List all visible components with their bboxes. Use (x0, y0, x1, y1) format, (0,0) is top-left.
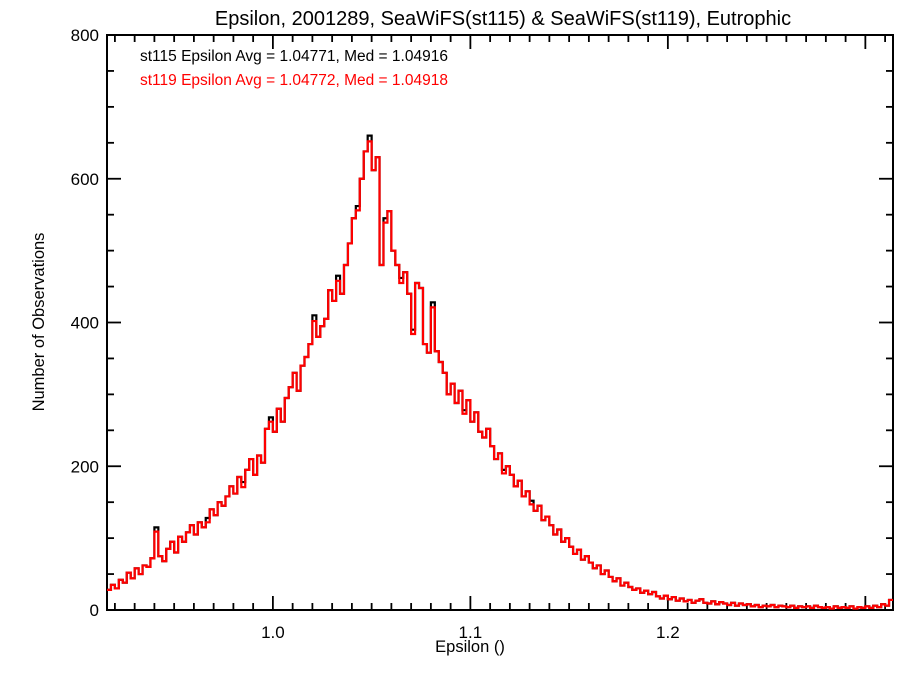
plot-frame (106, 34, 894, 611)
x-tick-label-1.1: 1.1 (459, 623, 483, 642)
chart-title: Epsilon, 2001289, SeaWiFS(st115) & SeaWi… (215, 8, 791, 30)
x-tick-label-1.0: 1.0 (261, 623, 285, 642)
y-tick-label-800: 800 (71, 26, 99, 45)
x-tick-label-1.2: 1.2 (656, 623, 680, 642)
y-tick-label-0: 0 (90, 601, 99, 620)
axis-ticks (107, 35, 893, 610)
y-tick-label-400: 400 (71, 314, 99, 333)
x-axis-label: Epsilon () (435, 638, 505, 656)
histogram-line-st119 (107, 140, 893, 610)
legend-st119-stats: st119 Epsilon Avg = 1.04772, Med = 1.049… (140, 72, 448, 89)
histogram-line-st115 (107, 134, 893, 610)
y-tick-label-200: 200 (71, 457, 99, 476)
axis-tick-labels: 1.0 1.1 1.2 0 200 400 600 800 (71, 26, 680, 642)
y-tick-label-600: 600 (71, 170, 99, 189)
y-axis-label: Number of Observations (30, 233, 48, 412)
legend-st115-stats: st115 Epsilon Avg = 1.04771, Med = 1.049… (140, 48, 448, 65)
